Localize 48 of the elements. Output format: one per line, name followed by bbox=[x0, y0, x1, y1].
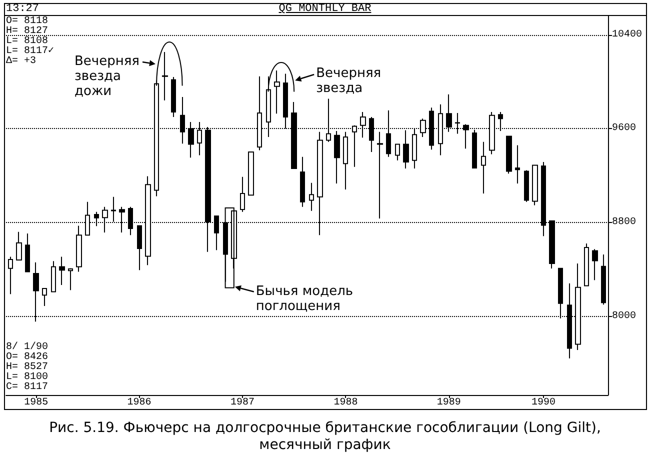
candlestick bbox=[162, 52, 168, 101]
candlestick bbox=[51, 260, 56, 292]
candlestick bbox=[8, 256, 13, 295]
candlestick bbox=[111, 196, 116, 222]
annotation: O= 8118 H= 8127 L= 8108 L= 8117✓ Δ= +3 bbox=[6, 16, 54, 67]
candlestick bbox=[68, 268, 73, 291]
x-tick-label: 1986 bbox=[127, 398, 152, 408]
candlestick bbox=[240, 176, 245, 212]
candlestick bbox=[377, 131, 383, 220]
candlestick bbox=[403, 130, 409, 170]
x-tick-label: 1989 bbox=[436, 398, 461, 408]
candlestick bbox=[59, 256, 65, 286]
candlestick bbox=[137, 225, 142, 271]
candlestick bbox=[584, 243, 589, 286]
candlestick bbox=[524, 170, 529, 202]
candlestick bbox=[592, 248, 598, 281]
annotation: 8/ 1/90 O= 8426 H= 8527 L= 8100 C= 8117 bbox=[6, 342, 48, 393]
text: Рис. 5.19. Фьючерс на долгосрочные британские гособлигации (Long Gilt), месячный график bbox=[48, 420, 602, 454]
candlestick bbox=[25, 233, 30, 272]
candlestick bbox=[274, 70, 280, 114]
candlestick bbox=[481, 141, 486, 194]
x-tick-label: 1985 bbox=[24, 398, 48, 408]
candlestick bbox=[515, 144, 520, 184]
text: 13:27 bbox=[6, 3, 40, 15]
x-tick-label: 1988 bbox=[334, 398, 358, 408]
candlestick bbox=[334, 130, 340, 184]
candlestick bbox=[248, 151, 254, 196]
candlestick bbox=[76, 225, 82, 272]
annotation: Вечерняя звезда дожи bbox=[74, 54, 140, 100]
y-tick-label: 8800 bbox=[612, 217, 636, 228]
candlestick bbox=[16, 231, 22, 261]
candlestick bbox=[171, 76, 176, 118]
candlestick bbox=[309, 182, 314, 212]
candlestick bbox=[601, 254, 606, 306]
candlestick bbox=[300, 156, 305, 208]
candlestick bbox=[532, 164, 538, 206]
annotation: Бычья модель поглощения bbox=[256, 284, 354, 314]
y-tick-label: 9600 bbox=[612, 123, 636, 134]
candlestick bbox=[343, 131, 348, 190]
chart-title: QG MONTHLY BAR bbox=[278, 3, 372, 15]
y-tick-label: 8000 bbox=[612, 310, 636, 322]
x-tick-label: 1990 bbox=[531, 398, 556, 408]
x-tick-label: 1987 bbox=[230, 398, 255, 408]
y-tick-label: 10400 bbox=[612, 29, 642, 40]
annotation: Вечерняя звезда bbox=[316, 66, 382, 96]
candlestick bbox=[42, 288, 47, 307]
candlestick bbox=[506, 136, 512, 174]
candlestick bbox=[395, 144, 400, 161]
